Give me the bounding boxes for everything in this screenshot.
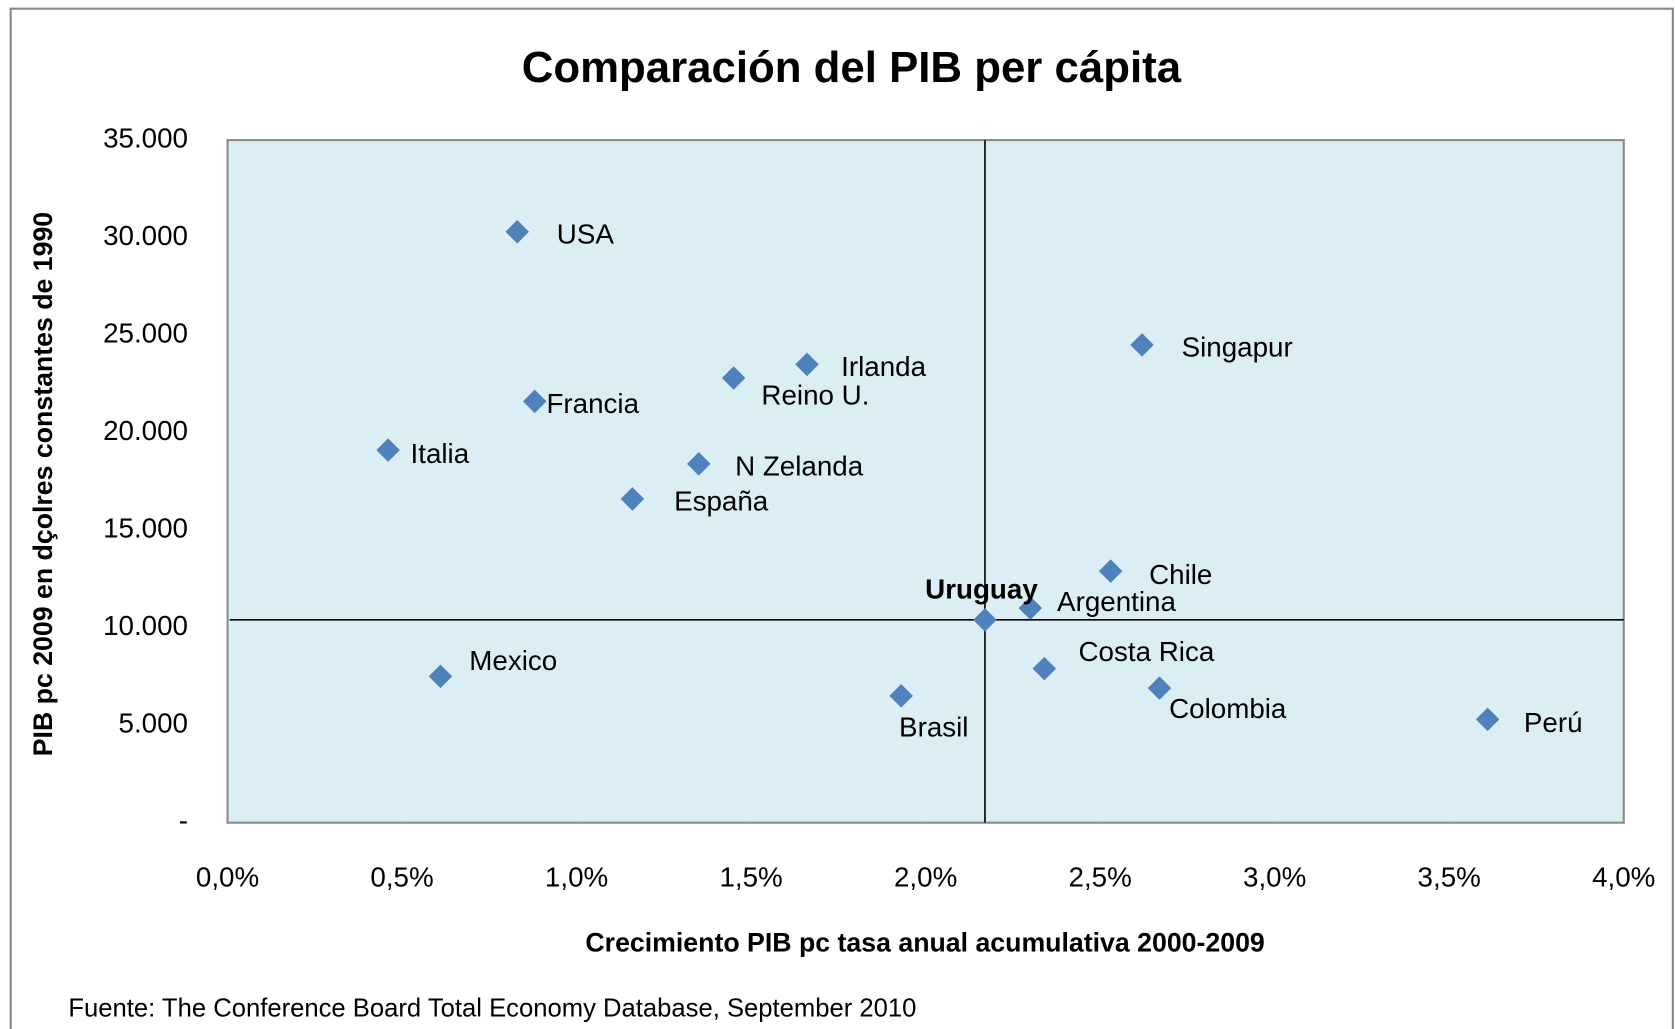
y-axis-title: PIB pc 2009 en dçolres constantes de 199… — [28, 212, 58, 756]
y-tick-label: 35.000 — [103, 122, 188, 153]
x-tick-label: 2,5% — [1069, 862, 1132, 893]
data-point — [620, 487, 645, 511]
data-point — [428, 664, 453, 689]
point-label: Brasil — [899, 711, 968, 742]
point-label: Perú — [1524, 707, 1583, 738]
point-label: Irlanda — [841, 351, 926, 382]
data-point — [889, 684, 913, 708]
point-label: España — [674, 486, 769, 517]
data-point — [376, 438, 400, 462]
point-label: USA — [557, 218, 615, 249]
point-label: Uruguay — [925, 573, 1038, 604]
x-tick-label: 3,5% — [1418, 862, 1481, 893]
point-label: Costa Rica — [1078, 636, 1214, 667]
point-label: Francia — [546, 388, 639, 419]
y-tick-label: 10.000 — [103, 610, 188, 641]
x-tick-label: 4,0% — [1592, 862, 1655, 893]
x-tick-label: 3,0% — [1243, 862, 1306, 893]
y-tick-label: 15.000 — [103, 512, 188, 543]
x-tick-label: 0,5% — [370, 862, 433, 893]
y-tick-label: - — [179, 805, 188, 836]
x-tick-label: 2,0% — [894, 862, 957, 893]
data-point — [686, 452, 711, 476]
y-tick-label: 20.000 — [103, 415, 188, 446]
data-point — [1018, 596, 1043, 620]
plot-area — [226, 139, 1625, 824]
data-point — [1130, 333, 1154, 357]
x-tick-label: 1,0% — [545, 862, 608, 893]
point-label: Italia — [411, 438, 470, 469]
chart-title: Comparación del PIB per cápita — [522, 43, 1182, 92]
y-tick-label: 30.000 — [103, 220, 188, 251]
data-point — [1098, 559, 1123, 583]
data-point — [973, 608, 997, 632]
point-label: Singapur — [1182, 331, 1293, 362]
x-tick-label: 0,0% — [196, 862, 259, 893]
source-note: Fuente: The Conference Board Total Econo… — [68, 994, 916, 1022]
point-label: Argentina — [1057, 586, 1176, 617]
y-tick-label: 5.000 — [119, 708, 188, 739]
point-label: Reino U. — [761, 380, 869, 411]
x-axis-title: Crecimiento PIB pc tasa anual acumulativ… — [585, 928, 1264, 958]
point-label: Chile — [1149, 559, 1212, 590]
data-point — [1147, 676, 1172, 700]
y-tick-label: 25.000 — [103, 317, 188, 348]
point-label: Colombia — [1169, 693, 1287, 724]
point-label: N Zelanda — [735, 450, 864, 481]
x-tick-label: 1,5% — [719, 862, 782, 893]
point-label: Mexico — [469, 645, 557, 676]
